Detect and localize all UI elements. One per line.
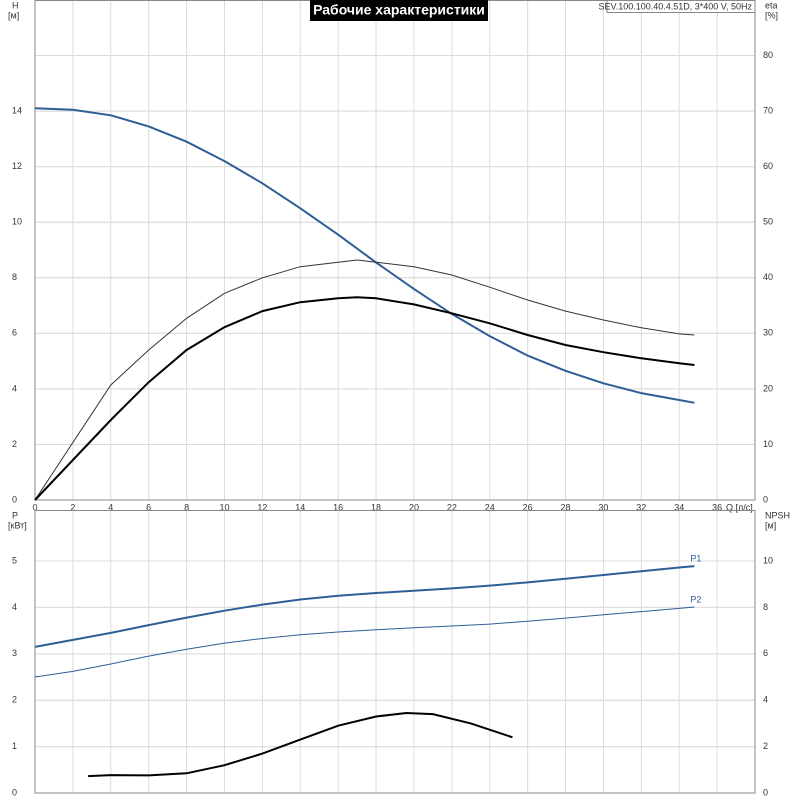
- model-label: SEV.100.100.40.4.51D, 3*400 V, 50Hz: [599, 1, 753, 11]
- x-tick-label: 36: [712, 502, 722, 512]
- series-label: P2: [690, 594, 701, 604]
- y2-tick-label: 60: [763, 161, 773, 171]
- x-tick-label: 18: [371, 502, 381, 512]
- y-axis-label: H: [12, 0, 19, 10]
- x-axis-label: Q [л/с]: [726, 502, 753, 512]
- x-tick-label: 30: [598, 502, 608, 512]
- chart-title: Рабочие характеристики: [313, 2, 485, 18]
- y-axis-unit: [м]: [8, 10, 19, 20]
- y-tick-label: 8: [12, 272, 17, 282]
- series-line: [34, 606, 695, 678]
- x-tick-label: 28: [561, 502, 571, 512]
- x-tick-label: 2: [70, 502, 75, 512]
- y2-tick-label: 6: [763, 648, 768, 658]
- y-tick-label: 2: [12, 439, 17, 449]
- y2-tick-label: 30: [763, 328, 773, 338]
- x-tick-label: 26: [523, 502, 533, 512]
- y2-tick-label: 2: [763, 741, 768, 751]
- y-tick-label: 0: [12, 494, 17, 504]
- x-tick-label: 0: [32, 502, 37, 512]
- y-tick-label: 12: [12, 161, 22, 171]
- y2-tick-label: 8: [763, 602, 768, 612]
- x-tick-label: 8: [184, 502, 189, 512]
- x-tick-label: 14: [295, 502, 305, 512]
- y-tick-label: 6: [12, 328, 17, 338]
- y2-tick-label: 80: [763, 50, 773, 60]
- y-axis-label: P: [12, 510, 18, 520]
- model-box: [606, 0, 756, 13]
- y2-tick-label: 40: [763, 272, 773, 282]
- y-tick-label: 0: [12, 787, 17, 797]
- y2-tick-label: 10: [763, 439, 773, 449]
- y2-tick-label: 0: [763, 787, 768, 797]
- y2-tick-label: 0: [763, 494, 768, 504]
- x-tick-label: 12: [257, 502, 267, 512]
- series-line: [34, 259, 695, 501]
- plot-frame: [34, 0, 756, 501]
- y2-tick-label: 20: [763, 383, 773, 393]
- y2-axis-label: eta: [765, 0, 778, 10]
- y-tick-label: 3: [12, 648, 17, 658]
- series-line: [34, 565, 695, 648]
- x-tick-label: 24: [485, 502, 495, 512]
- y2-tick-label: 70: [763, 105, 773, 115]
- y-tick-label: 4: [12, 602, 17, 612]
- y-tick-label: 5: [12, 555, 17, 565]
- y2-axis-label: NPSH: [765, 510, 790, 520]
- y-tick-label: 2: [12, 695, 17, 705]
- title-box: [310, 0, 488, 21]
- y2-tick-label: 10: [763, 555, 773, 565]
- y2-axis-unit: [м]: [765, 520, 776, 530]
- x-tick-label: 32: [636, 502, 646, 512]
- y-tick-label: 10: [12, 217, 22, 227]
- y2-axis-unit: [%]: [765, 10, 778, 20]
- y-tick-label: 1: [12, 741, 17, 751]
- x-tick-label: 20: [409, 502, 419, 512]
- series-line: [88, 711, 513, 778]
- series-label: P1: [690, 554, 701, 564]
- y2-tick-label: 50: [763, 217, 773, 227]
- series-line: [34, 107, 695, 404]
- x-tick-label: 10: [219, 502, 229, 512]
- plot-frame: [34, 510, 756, 794]
- series-line: [34, 296, 695, 501]
- x-tick-label: 6: [146, 502, 151, 512]
- x-tick-label: 4: [108, 502, 113, 512]
- x-tick-label: 34: [674, 502, 684, 512]
- y-tick-label: 4: [12, 383, 17, 393]
- x-tick-label: 16: [333, 502, 343, 512]
- x-tick-label: 22: [447, 502, 457, 512]
- y-tick-label: 14: [12, 105, 22, 115]
- y-axis-unit: [кВт]: [8, 520, 27, 530]
- y2-tick-label: 4: [763, 695, 768, 705]
